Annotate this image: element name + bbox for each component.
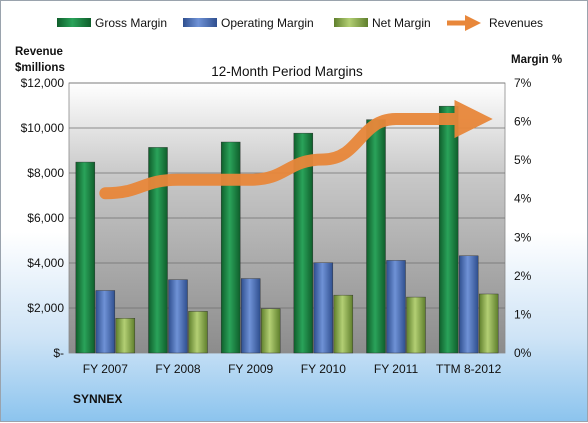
right-axis-label: Margin %	[511, 54, 562, 66]
bars	[75, 105, 499, 354]
category-labels: FY 2007 FY 2008 FY 2009 FY 2010 FY 2011 TTM 8…	[83, 362, 502, 376]
legend-label-net: Net Margin	[372, 16, 431, 30]
operating-margin-bar	[240, 278, 261, 354]
right-tick-label: 5%	[514, 153, 532, 167]
right-tick-label: 1%	[514, 307, 532, 321]
category-label: FY 2011	[374, 362, 419, 376]
right-tick-label: 0%	[514, 346, 532, 360]
company-label: SYNNEX	[73, 392, 122, 406]
legend-item-gross-margin: Gross Margin	[57, 16, 167, 30]
operating-margin-bar	[386, 260, 406, 354]
category-label: TTM 8-2012	[436, 362, 502, 376]
right-tick-label: 6%	[514, 115, 532, 129]
operating-margin-bar	[458, 255, 479, 354]
gross-margin-bar	[438, 105, 459, 354]
legend-swatch-net	[334, 18, 368, 27]
legend-label-gross: Gross Margin	[95, 16, 167, 30]
gross-margin-bar	[293, 132, 314, 354]
left-tick-label: $10,000	[21, 121, 65, 135]
right-tick-label: 7%	[514, 76, 532, 90]
category-label: FY 2009	[228, 362, 273, 376]
net-margin-bar	[478, 293, 499, 354]
gross-margin-bar	[220, 141, 241, 354]
category-label: FY 2007	[83, 362, 128, 376]
legend-label-operating: Operating Margin	[221, 16, 314, 30]
net-margin-bar	[188, 311, 208, 354]
legend-item-operating-margin: Operating Margin	[183, 16, 314, 30]
left-tick-label: $-	[53, 346, 64, 360]
category-label: FY 2008	[155, 362, 200, 376]
revenue-line	[99, 99, 493, 200]
left-tick-label: $2,000	[27, 301, 64, 315]
left-axis-label-line1: Revenue	[15, 46, 63, 58]
left-tick-label: $8,000	[27, 166, 64, 180]
gross-margin-bar	[75, 161, 96, 354]
legend-swatch-operating	[183, 18, 217, 27]
category-label: FY 2010	[301, 362, 346, 376]
net-margin-bar	[115, 318, 136, 354]
legend-item-revenues: Revenues	[447, 14, 543, 31]
chart-title: 12-Month Period Margins	[211, 64, 363, 79]
right-tick-label: 4%	[514, 192, 532, 206]
right-tick-label: 3%	[514, 230, 532, 244]
legend: Gross Margin Operating Margin Net Margin…	[57, 14, 543, 31]
operating-margin-bar	[168, 279, 188, 354]
revenues-line	[99, 99, 493, 200]
legend-label-revenues: Revenues	[489, 16, 543, 30]
right-tick-label: 2%	[514, 269, 532, 283]
left-axis-ticks: $- $2,000 $4,000 $6,000 $8,000 $10,000 $12,000	[21, 76, 65, 360]
left-tick-label: $4,000	[27, 256, 64, 270]
legend-item-net-margin: Net Margin	[334, 16, 431, 30]
net-margin-bar	[406, 296, 426, 354]
net-margin-bar	[333, 294, 354, 354]
left-tick-label: $12,000	[21, 76, 65, 90]
legend-swatch-gross	[57, 18, 91, 27]
left-tick-label: $6,000	[27, 211, 64, 225]
gross-margin-bar	[366, 119, 386, 354]
operating-margin-bar	[313, 262, 334, 354]
left-axis-label-line2: $millions	[15, 62, 65, 74]
right-axis-ticks: 0% 1% 2% 3% 4% 5% 6% 7%	[514, 76, 532, 360]
operating-margin-bar	[95, 290, 116, 354]
net-margin-bar	[260, 308, 281, 354]
gross-margin-bar	[148, 147, 168, 354]
